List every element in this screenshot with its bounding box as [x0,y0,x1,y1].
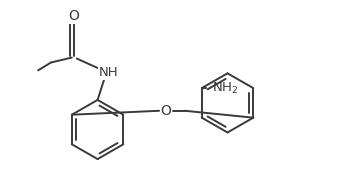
Text: O: O [161,104,171,118]
Text: NH$_2$: NH$_2$ [212,81,238,96]
Text: NH: NH [99,66,118,79]
Text: O: O [68,9,79,23]
